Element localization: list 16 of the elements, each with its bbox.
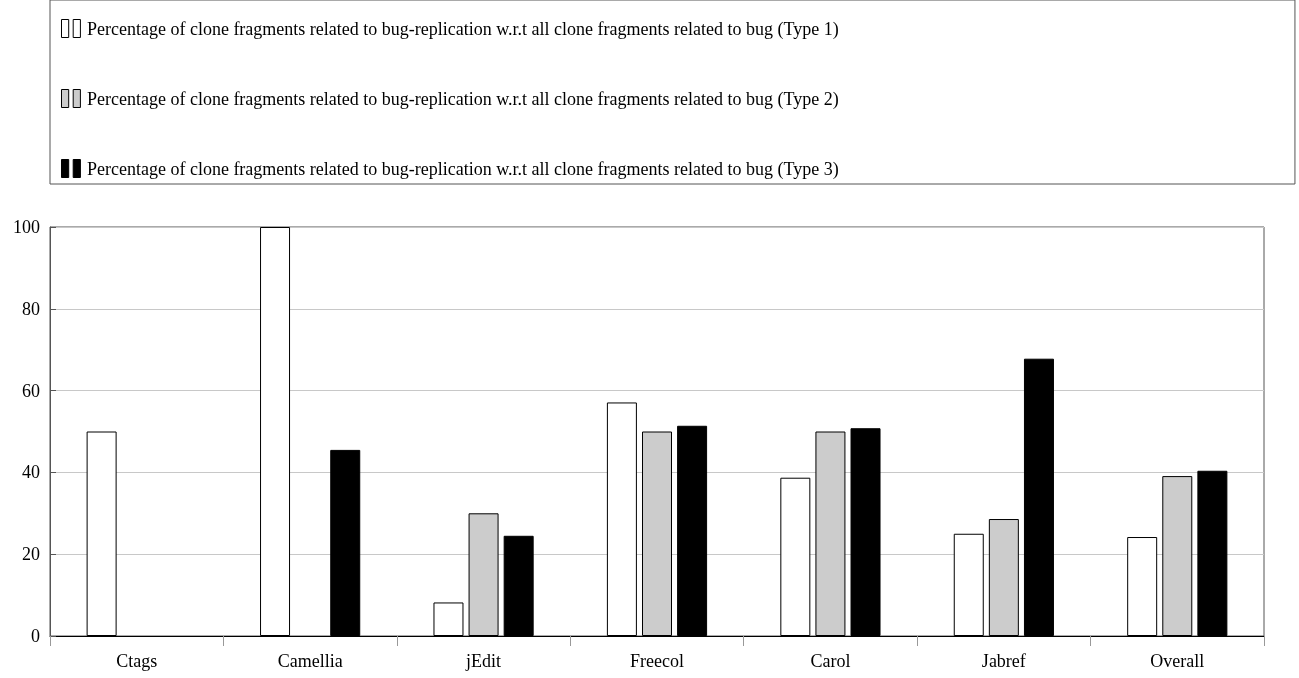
legend-label: Percentage of clone fragments related to bug-replication w.r.t all clone fragments related to bug (Type 1) [86, 18, 839, 40]
y-tick-label: 0 [31, 626, 40, 646]
x-tick-label: Carol [810, 651, 851, 671]
legend-label: Percentage of clone fragments related to bug-replication w.r.t all clone fragments related to bug (Type 3) [86, 158, 839, 180]
x-tick-label: Freecol [630, 651, 684, 671]
legend-label: Percentage of clone fragments related to bug-replication w.r.t all clone fragments related to bug (Type 2) [86, 88, 839, 110]
y-tick-label: 100 [13, 217, 40, 237]
y-tick-label: 60 [22, 380, 40, 401]
x-tick-label: jEdit [465, 651, 502, 671]
x-tick-label: Jabref [981, 651, 1026, 671]
y-tick-label: 40 [22, 462, 40, 483]
x-tick-label: Overall [1150, 651, 1205, 671]
y-tick-label: 80 [22, 298, 40, 319]
y-tick-label: 20 [22, 544, 40, 565]
x-tick-label: Camellia [277, 651, 343, 671]
x-tick-label: Ctags [116, 651, 158, 671]
